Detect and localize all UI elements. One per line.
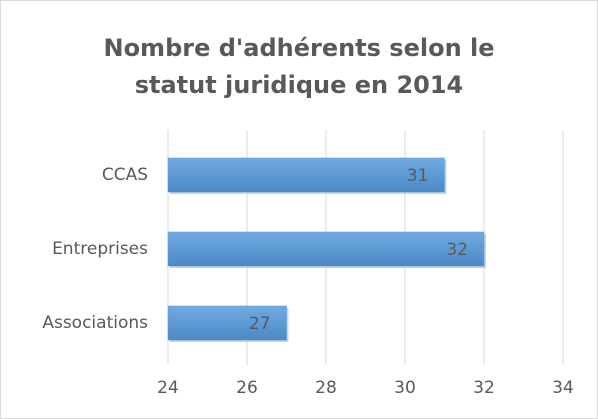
data-label: 31 [407, 166, 429, 186]
x-tick-label: 24 [157, 378, 179, 398]
x-tick-label: 30 [394, 378, 416, 398]
data-label: 32 [446, 240, 468, 260]
bar [167, 231, 485, 267]
x-tick-label: 32 [473, 378, 495, 398]
chart-title: Nombre d'adhérents selon le statut jurid… [103, 34, 495, 99]
data-label: 27 [249, 314, 271, 334]
bar [167, 157, 445, 193]
y-tick-label: Entreprises [52, 239, 148, 259]
y-tick-label: CCAS [102, 165, 148, 185]
x-tick-label: 28 [315, 378, 337, 398]
x-tick-label: 26 [236, 378, 258, 398]
bar [167, 305, 287, 341]
y-tick-label: Associations [42, 313, 148, 333]
x-tick-label: 34 [552, 378, 574, 398]
